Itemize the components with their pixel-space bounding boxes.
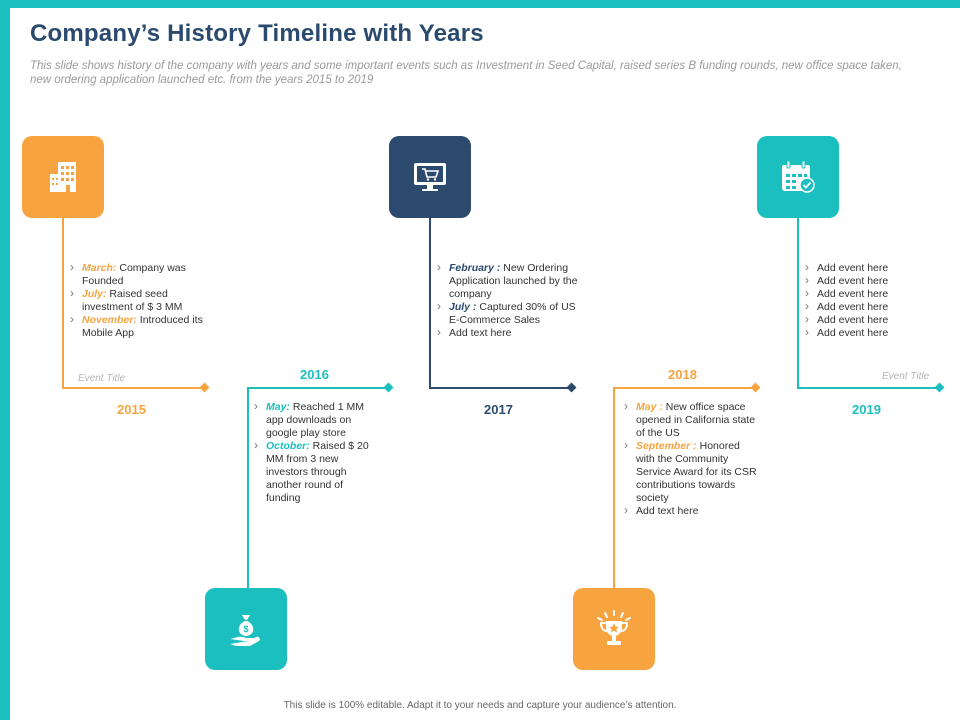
timeline-marker-2017 xyxy=(566,382,577,393)
timeline-marker-2015 xyxy=(199,382,210,393)
monitor-cart-icon xyxy=(414,163,446,191)
event-item: Add text here xyxy=(624,504,759,518)
connector-2017 xyxy=(429,217,431,388)
milestone-2016-icon-box: $ xyxy=(205,588,287,670)
timeline-segment-2016 xyxy=(247,387,388,389)
milestone-2015-icon-box xyxy=(22,136,104,218)
event-item: May: Reached 1 MM app downloads on googl… xyxy=(254,400,379,440)
timeline-segment-2015 xyxy=(62,387,205,389)
milestone-2019-icon-box xyxy=(757,136,839,218)
connector-2019 xyxy=(797,217,799,388)
timeline-marker-2016 xyxy=(383,382,394,393)
milestone-2018-icon-box xyxy=(573,588,655,670)
milestone-2018-events: May : New office space opened in Califor… xyxy=(624,400,759,518)
event-title-2015: Event Title xyxy=(78,373,126,384)
year-label-2019: 2019 xyxy=(852,402,881,417)
milestone-2015-events: March: Company was Founded July: Raised … xyxy=(70,261,205,340)
page-title: Company’s History Timeline with Years xyxy=(30,20,484,47)
event-item: Add event here xyxy=(805,274,935,288)
event-item: Add event here xyxy=(805,287,935,301)
money-bag-hand-icon: $ xyxy=(230,615,260,646)
milestone-2016-events: May: Reached 1 MM app downloads on googl… xyxy=(254,400,379,505)
calendar-check-icon xyxy=(782,160,815,193)
office-building-icon xyxy=(50,162,76,192)
event-item: July : Captured 30% of US E-Commerce Sal… xyxy=(437,300,582,327)
milestone-2019-events: Add event here Add event here Add event … xyxy=(805,261,935,340)
timeline-segment-2018 xyxy=(613,387,756,389)
event-item: November: Introduced its Mobile App xyxy=(70,313,205,340)
event-item: May : New office space opened in Califor… xyxy=(624,400,759,440)
event-item: October: Raised $ 20 MM from 3 new inves… xyxy=(254,439,379,505)
year-label-2018: 2018 xyxy=(668,367,697,382)
event-item: Add event here xyxy=(805,300,935,314)
year-label-2017: 2017 xyxy=(484,402,513,417)
year-label-2016: 2016 xyxy=(300,367,329,382)
page-subtitle: This slide shows history of the company … xyxy=(30,60,902,86)
milestone-2017-icon-box xyxy=(389,136,471,218)
left-accent-bar xyxy=(0,0,10,720)
timeline-marker-2018 xyxy=(750,382,761,393)
event-item: Add event here xyxy=(805,313,935,327)
event-item: Add event here xyxy=(805,261,935,275)
connector-2016 xyxy=(247,387,249,589)
top-accent-bar xyxy=(0,0,960,8)
svg-text:$: $ xyxy=(243,624,248,634)
event-item: February : New Ordering Application laun… xyxy=(437,261,582,301)
milestone-2017-events: February : New Ordering Application laun… xyxy=(437,261,582,340)
event-item: Add text here xyxy=(437,326,582,340)
footer-note: This slide is 100% editable. Adapt it to… xyxy=(283,700,677,711)
event-item: Add event here xyxy=(805,326,935,340)
timeline-marker-2019 xyxy=(934,382,945,393)
timeline-segment-2017 xyxy=(429,387,572,389)
year-label-2015: 2015 xyxy=(117,402,146,417)
timeline-segment-2019 xyxy=(797,387,940,389)
connector-2015 xyxy=(62,217,64,388)
event-item: March: Company was Founded xyxy=(70,261,205,288)
event-title-2019: Event Title xyxy=(882,371,930,382)
trophy-icon xyxy=(597,610,631,645)
connector-2018 xyxy=(613,387,615,589)
event-item: July: Raised seed investment of $ 3 MM xyxy=(70,287,205,314)
event-item: September : Honored with the Community S… xyxy=(624,439,759,505)
